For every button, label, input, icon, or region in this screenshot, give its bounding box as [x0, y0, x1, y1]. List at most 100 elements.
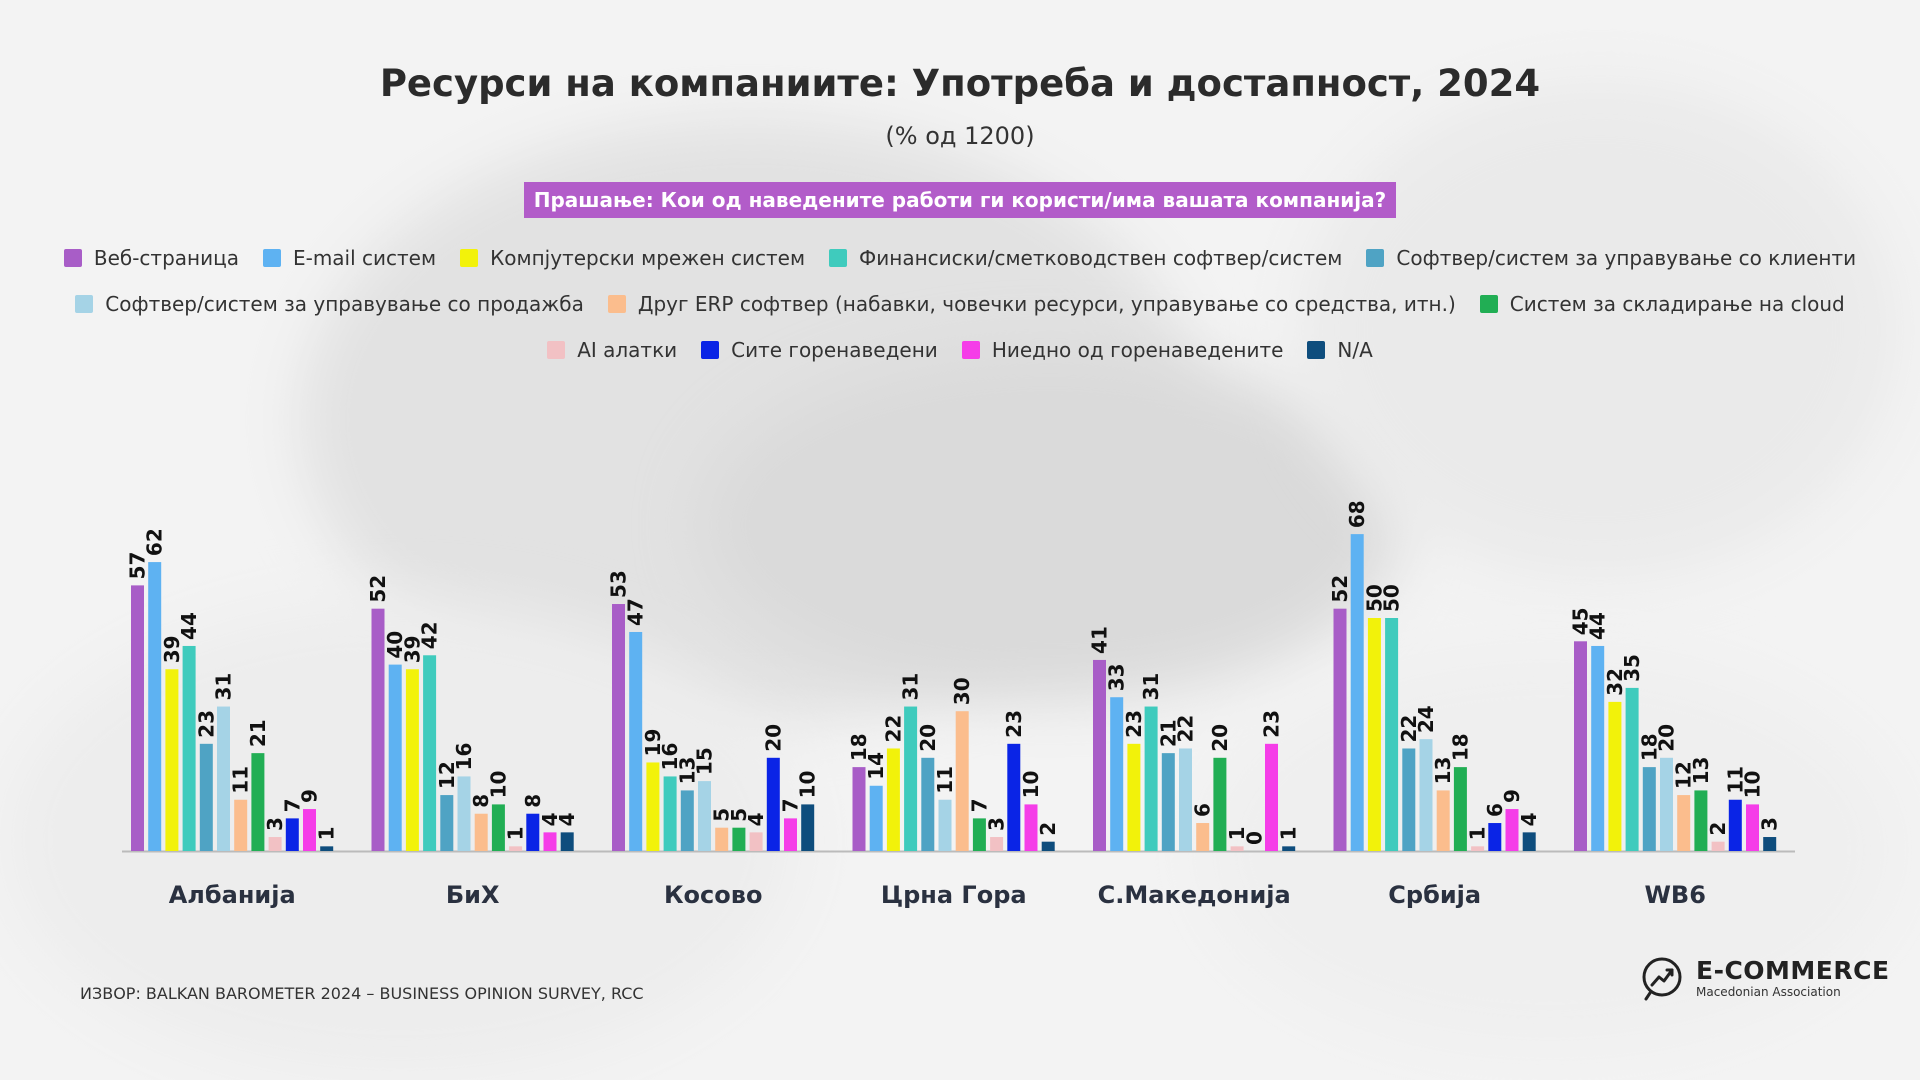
question-banner: Прашање: Кои од наведените работи ги кор…	[523, 182, 1397, 218]
legend-item: E-mail систем	[262, 246, 436, 270]
bar	[715, 827, 729, 851]
bar	[1196, 823, 1210, 851]
data-label: 22	[1174, 715, 1198, 743]
data-label: 9	[1500, 789, 1524, 803]
bar	[663, 776, 677, 851]
bar	[268, 837, 282, 851]
legend-label: Ниедно од горенаведените	[991, 338, 1284, 362]
bar	[629, 631, 643, 851]
data-label: 33	[1105, 663, 1129, 691]
data-label: 31	[899, 673, 923, 701]
bar	[1660, 757, 1673, 851]
data-label: 16	[452, 743, 476, 771]
legend-item: Веб-страница	[63, 246, 239, 270]
logo-main-text: E-COMMERCE	[1696, 956, 1890, 985]
legend-item: Компјутерски мрежен систем	[460, 246, 805, 270]
legend-label: Софтвер/систем за управување со клиенти	[1396, 246, 1857, 270]
data-label: 1	[1225, 826, 1249, 840]
data-label: 10	[796, 771, 820, 799]
data-label: 16	[658, 743, 682, 771]
bar	[303, 809, 316, 851]
data-label: 4	[744, 812, 768, 826]
bar	[1574, 641, 1587, 851]
data-label: 4	[1517, 812, 1541, 826]
data-label: 35	[1620, 654, 1644, 682]
bar	[921, 757, 935, 851]
bar	[320, 846, 334, 851]
data-label: 5	[710, 808, 734, 822]
data-label: 45	[1569, 607, 1593, 635]
category-label: Албанија	[169, 881, 296, 909]
data-label: 11	[229, 766, 253, 794]
data-label: 18	[847, 733, 871, 761]
bar	[131, 585, 144, 851]
data-label: 23	[194, 710, 218, 738]
bar	[1471, 846, 1485, 851]
legend-item: Сите горенаведени	[701, 338, 938, 362]
bar	[148, 562, 162, 851]
bar	[423, 655, 437, 851]
legend-label: N/A	[1337, 338, 1373, 362]
bar	[1179, 748, 1192, 851]
bar	[509, 846, 523, 851]
bar	[1024, 804, 1038, 851]
bar	[217, 706, 230, 851]
bar	[457, 776, 471, 851]
data-label: 22	[881, 715, 905, 743]
legend-item: Друг ERP софтвер (набавки, човечки ресур…	[607, 292, 1456, 316]
bar	[972, 818, 986, 851]
bar	[251, 753, 265, 851]
data-label: 13	[1431, 757, 1455, 785]
bar	[1591, 645, 1605, 851]
bar	[938, 799, 952, 851]
data-label: 3	[263, 817, 287, 831]
category-label: Косово	[664, 881, 763, 909]
legend-swatch	[607, 295, 626, 313]
data-label: 44	[1586, 612, 1610, 640]
bar	[1625, 687, 1639, 851]
bar	[1282, 846, 1296, 851]
legend-label: Сите горенаведени	[731, 338, 938, 362]
legend-swatch	[547, 341, 566, 359]
bar	[1144, 706, 1158, 851]
bar	[388, 664, 402, 851]
bar	[1385, 618, 1399, 851]
data-label: 9	[298, 789, 322, 803]
legend-label: Веб-страница	[93, 246, 239, 270]
legend-swatch	[262, 249, 281, 267]
bar	[285, 818, 299, 851]
data-label: 52	[366, 575, 390, 603]
bar	[1127, 743, 1141, 851]
data-label: 30	[950, 677, 974, 705]
chart-title: Ресурси на компаниите: Употреба и достап…	[379, 62, 1541, 105]
bar	[955, 711, 969, 851]
data-label: 53	[607, 570, 631, 598]
bar	[646, 762, 660, 851]
data-label: 20	[1655, 724, 1679, 752]
bar	[1007, 743, 1021, 851]
bar	[165, 669, 179, 851]
legend-swatch	[1479, 295, 1498, 313]
source-note: ИЗВОР: BALKAN BAROMETER 2024 – BUSINESS …	[80, 984, 644, 1003]
data-label: 50	[1380, 584, 1404, 612]
growth-chart-icon	[1642, 957, 1682, 1001]
data-label: 8	[521, 794, 545, 808]
data-label: 2	[1036, 822, 1060, 836]
data-label: 21	[246, 719, 270, 747]
data-label: 68	[1345, 500, 1369, 528]
bar	[990, 837, 1004, 851]
bar	[405, 669, 419, 851]
data-label: 18	[1448, 733, 1472, 761]
bar	[234, 799, 248, 851]
bar	[801, 804, 815, 851]
data-label: 31	[1139, 673, 1163, 701]
bar	[1350, 534, 1364, 851]
bar	[1041, 841, 1055, 851]
bar	[1265, 743, 1278, 851]
bar	[1436, 790, 1450, 851]
data-label: 11	[1723, 766, 1747, 794]
data-label: 4	[538, 812, 562, 826]
data-label: 0	[1242, 831, 1266, 845]
category-label: Црна Гора	[881, 881, 1027, 909]
bar	[1230, 846, 1244, 851]
